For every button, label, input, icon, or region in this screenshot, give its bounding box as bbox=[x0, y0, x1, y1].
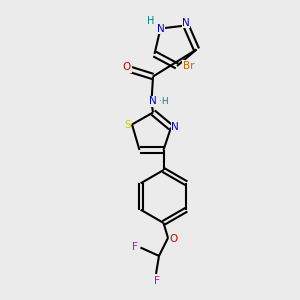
Text: N: N bbox=[149, 96, 157, 106]
Text: F: F bbox=[132, 242, 138, 252]
Text: S: S bbox=[124, 119, 131, 130]
Text: F: F bbox=[154, 275, 160, 286]
Text: N: N bbox=[171, 122, 179, 133]
Text: Br: Br bbox=[183, 61, 194, 71]
Text: H: H bbox=[147, 16, 155, 26]
Text: N: N bbox=[182, 17, 190, 28]
Text: ·H: ·H bbox=[159, 97, 169, 106]
Text: N: N bbox=[157, 23, 164, 34]
Text: O: O bbox=[123, 62, 131, 73]
Text: O: O bbox=[170, 234, 178, 244]
